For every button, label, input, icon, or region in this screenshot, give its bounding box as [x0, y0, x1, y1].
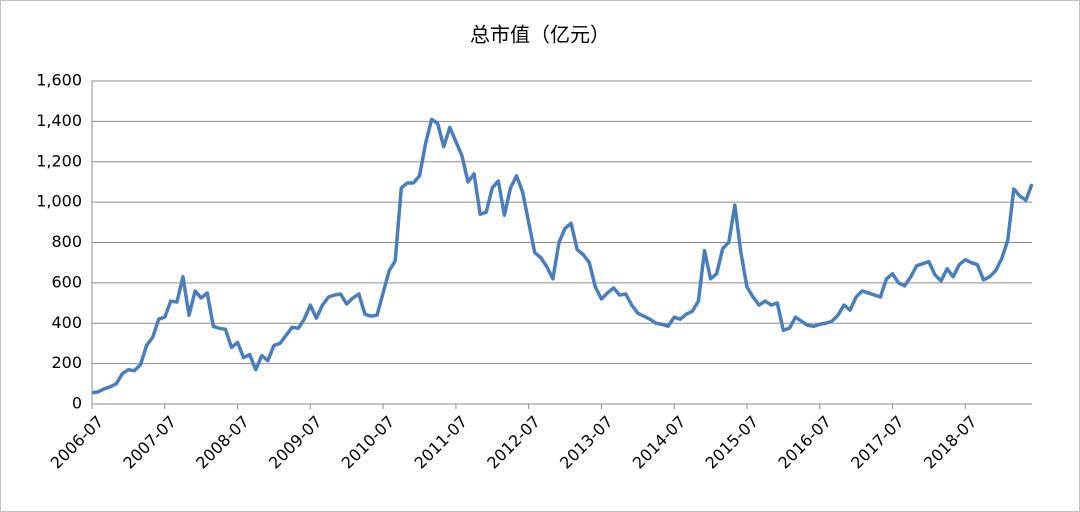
y-tick-label: 1,000 [36, 192, 82, 211]
y-tick-label: 400 [51, 313, 82, 332]
y-tick-label: 600 [51, 272, 82, 291]
y-tick-label: 1,400 [36, 111, 82, 130]
y-tick-label: 0 [72, 394, 82, 413]
y-tick-label: 200 [51, 353, 82, 372]
y-tick-label: 800 [51, 232, 82, 251]
y-tick-label: 1,200 [36, 151, 82, 170]
y-tick-label: 1,600 [36, 71, 82, 90]
chart-title: 总市值（亿元） [470, 23, 610, 47]
data-line [91, 117, 1034, 395]
